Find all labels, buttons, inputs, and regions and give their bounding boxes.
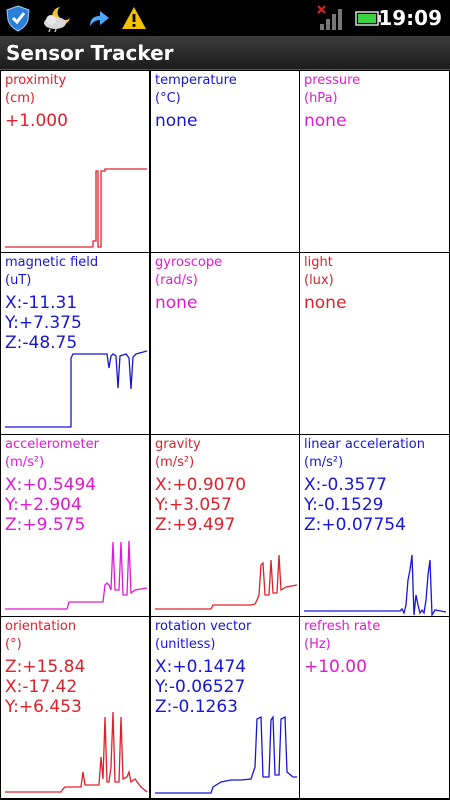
sensor-value: none (155, 293, 198, 313)
sensor-value: none (155, 111, 198, 131)
sensor-history-graph (155, 554, 298, 610)
warning-icon (122, 7, 146, 29)
sensor-cell-orientation[interactable]: orientation (°) Z:+15.84 X:-17.42 Y:+6.453 (1, 617, 149, 798)
sensor-history-graph (5, 711, 148, 793)
sensor-value: X:+0.1474 (155, 657, 247, 677)
sensor-values: +10.00 (304, 657, 367, 677)
sensor-value: Y:+2.904 (5, 495, 82, 515)
sensor-value: Z:-0.1263 (155, 697, 238, 717)
sensor-name: proximity (5, 73, 67, 88)
sensor-value: Z:+9.497 (155, 515, 236, 535)
sensor-history-line (5, 350, 148, 428)
sensor-history-graph (5, 350, 148, 428)
sensor-cell-proximity[interactable]: proximity (cm) +1.000 (1, 71, 149, 252)
sensor-name: rotation vector (155, 619, 252, 634)
sensor-value: X:-0.3577 (304, 475, 387, 495)
sensor-unit: (lux) (304, 273, 334, 288)
sensor-value: Y:+7.375 (5, 313, 82, 333)
sensor-unit: (°C) (155, 91, 181, 106)
sensor-value: none (304, 111, 347, 131)
sensor-cell-light[interactable]: light (lux) none (300, 253, 449, 434)
sensor-name: orientation (5, 619, 77, 634)
sensor-history-line (5, 711, 148, 793)
sensor-history-graph (304, 554, 447, 616)
sensor-unit: (m/s²) (5, 455, 45, 470)
sensor-history-line (304, 554, 447, 616)
sensor-values: X:-0.3577 Y:-0.1529 Z:+0.07754 (304, 475, 406, 535)
sensor-cell-refresh-rate[interactable]: refresh rate (Hz) +10.00 (300, 617, 449, 798)
sensor-unit: (hPa) (304, 91, 338, 106)
sensor-cell-magnetic-field[interactable]: magnetic field (uT) X:-11.31 Y:+7.375 Z:-48.… (1, 253, 149, 434)
sensor-name: accelerometer (5, 437, 99, 452)
sensor-unit: (°) (5, 637, 22, 652)
sensor-value: Z:+9.575 (5, 515, 86, 535)
sensor-value: Y:-0.1529 (304, 495, 384, 515)
sensor-values: none (304, 111, 346, 131)
sensor-name: refresh rate (304, 619, 381, 634)
sensor-history-graph (5, 540, 148, 610)
sensor-history-line (155, 554, 298, 610)
sensor-value: Y:+3.057 (155, 495, 232, 515)
sensor-cell-pressure[interactable]: pressure (hPa) none (300, 71, 449, 252)
sensor-value: Y:-0.06527 (155, 677, 246, 697)
status-bar: 19:09 (0, 0, 450, 36)
sensor-cell-linear-acceleration[interactable]: linear acceleration (m/s²) X:-0.3577 Y:-0.1… (300, 435, 449, 616)
sensor-cell-gravity[interactable]: gravity (m/s²) X:+0.9070 Y:+3.057 Z:+9.497 (151, 435, 299, 616)
sensor-name: magnetic field (5, 255, 99, 270)
sensor-value: X:+0.9070 (155, 475, 247, 495)
sensor-values: none (304, 293, 346, 313)
sensor-unit: (cm) (5, 91, 35, 106)
sensor-cell-temperature[interactable]: temperature (°C) none (151, 71, 299, 252)
sensor-unit: (uT) (5, 273, 32, 288)
sensor-history-line (5, 168, 147, 248)
no-signal-icon (317, 5, 342, 30)
sensor-history-line (155, 714, 297, 794)
sensor-name: gyroscope (155, 255, 223, 270)
sensor-value: none (304, 293, 347, 313)
sensor-unit: (unitless) (155, 637, 216, 652)
sensor-cell-accelerometer[interactable]: accelerometer (m/s²) X:+0.5494 Y:+2.904 Z:+9… (1, 435, 149, 616)
sensor-history-graph (5, 168, 147, 248)
sensor-unit: (m/s²) (304, 455, 344, 470)
weather-moon-cloud-icon (44, 7, 70, 32)
sensor-values: X:+0.1474 Y:-0.06527 Z:-0.1263 (155, 657, 246, 717)
app-title: Sensor Tracker (6, 41, 174, 65)
sensor-cell-rotation-vector[interactable]: rotation vector (unitless) X:+0.1474 Y:-0.0… (151, 617, 299, 798)
sensor-values: +1.000 (5, 111, 68, 131)
sensor-value: X:+0.5494 (5, 475, 97, 495)
sensor-value: X:-11.31 (5, 293, 78, 313)
sensor-unit: (m/s²) (155, 455, 195, 470)
sensor-value: X:-17.42 (5, 677, 78, 697)
sensor-values: X:+0.5494 Y:+2.904 Z:+9.575 (5, 475, 96, 535)
sensor-name: linear acceleration (304, 437, 425, 452)
sensor-name: temperature (155, 73, 237, 88)
shield-check-icon (6, 5, 30, 32)
sensor-grid: proximity (cm) +1.000 temperature (°C) none pr… (0, 71, 450, 800)
sensor-value: Y:+6.453 (5, 697, 82, 717)
sensor-values: Z:+15.84 X:-17.42 Y:+6.453 (5, 657, 85, 717)
sensor-values: none (155, 111, 197, 131)
usb-share-icon (90, 11, 109, 26)
sensor-values: none (155, 293, 197, 313)
sensor-name: pressure (304, 73, 361, 88)
sensor-history-graph (155, 714, 297, 794)
sensor-value: Z:+15.84 (5, 657, 86, 677)
sensor-history-line (5, 540, 148, 610)
app-title-bar: Sensor Tracker (0, 36, 450, 70)
sensor-unit: (Hz) (304, 637, 331, 652)
sensor-values: X:-11.31 Y:+7.375 Z:-48.75 (5, 293, 82, 353)
sensor-value: Z:-48.75 (5, 333, 78, 353)
sensor-name: light (304, 255, 333, 270)
battery-icon (355, 11, 381, 26)
sensor-value: +10.00 (304, 657, 367, 677)
status-clock: 19:09 (378, 6, 442, 30)
sensor-unit: (rad/s) (155, 273, 198, 288)
sensor-value: Z:+0.07754 (304, 515, 406, 535)
sensor-cell-gyroscope[interactable]: gyroscope (rad/s) none (151, 253, 299, 434)
sensor-values: X:+0.9070 Y:+3.057 Z:+9.497 (155, 475, 246, 535)
sensor-name: gravity (155, 437, 201, 452)
sensor-value: +1.000 (5, 111, 68, 131)
